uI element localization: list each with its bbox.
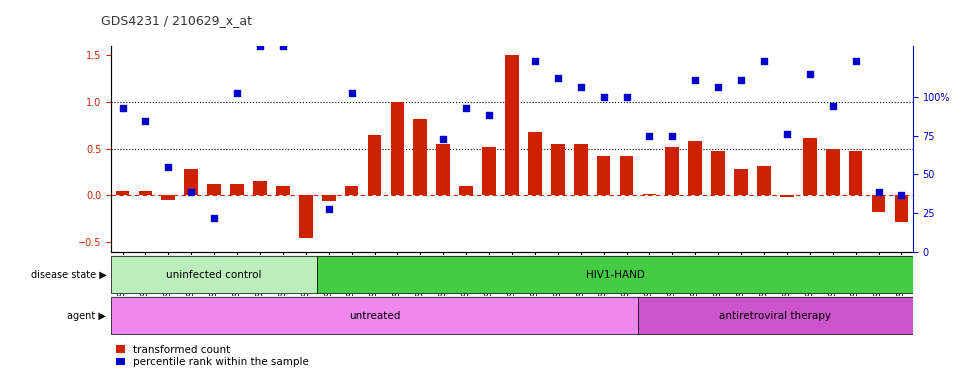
- Bar: [803, 137, 816, 195]
- Bar: [482, 147, 496, 195]
- Legend: transformed count, percentile rank within the sample: transformed count, percentile rank withi…: [116, 345, 309, 367]
- Bar: [459, 186, 473, 195]
- Bar: [551, 144, 565, 195]
- Bar: [638, 297, 913, 334]
- Point: [298, 336, 314, 343]
- Point: [344, 90, 359, 96]
- Bar: [666, 147, 679, 195]
- Point: [802, 71, 817, 77]
- Point: [252, 43, 268, 49]
- Point: [825, 103, 840, 109]
- Bar: [230, 184, 244, 195]
- Point: [275, 43, 291, 49]
- Bar: [689, 141, 702, 195]
- Point: [160, 164, 176, 170]
- Point: [138, 118, 154, 124]
- Point: [115, 104, 130, 111]
- Text: agent ▶: agent ▶: [68, 311, 106, 321]
- Text: disease state ▶: disease state ▶: [31, 270, 106, 280]
- Text: HIV1-HAND: HIV1-HAND: [585, 270, 644, 280]
- Point: [619, 93, 635, 99]
- Text: antiretroviral therapy: antiretroviral therapy: [720, 311, 832, 321]
- Bar: [116, 191, 129, 195]
- Bar: [345, 186, 358, 195]
- Bar: [505, 55, 519, 195]
- Point: [207, 215, 222, 221]
- Bar: [322, 195, 335, 201]
- Point: [665, 132, 680, 139]
- Bar: [871, 195, 886, 212]
- Bar: [642, 194, 656, 195]
- Point: [756, 58, 772, 64]
- Bar: [826, 149, 839, 195]
- Point: [641, 132, 657, 139]
- Point: [527, 58, 543, 64]
- Bar: [574, 144, 587, 195]
- Bar: [780, 195, 794, 197]
- Bar: [437, 144, 450, 195]
- Bar: [185, 169, 198, 195]
- Bar: [208, 184, 221, 195]
- Bar: [111, 297, 638, 334]
- Point: [733, 77, 749, 83]
- Bar: [111, 256, 317, 293]
- Point: [848, 58, 864, 64]
- Point: [321, 205, 336, 212]
- Bar: [390, 102, 405, 195]
- Text: GDS4231 / 210629_x_at: GDS4231 / 210629_x_at: [101, 14, 252, 27]
- Bar: [317, 256, 913, 293]
- Bar: [138, 191, 153, 195]
- Bar: [597, 156, 611, 195]
- Bar: [161, 195, 175, 200]
- Text: untreated: untreated: [349, 311, 400, 321]
- Point: [550, 75, 565, 81]
- Point: [870, 189, 886, 195]
- Bar: [757, 166, 771, 195]
- Point: [710, 84, 725, 90]
- Point: [184, 189, 199, 195]
- Bar: [368, 135, 382, 195]
- Bar: [528, 132, 542, 195]
- Point: [894, 192, 909, 199]
- Point: [481, 112, 497, 118]
- Bar: [895, 195, 908, 222]
- Bar: [413, 119, 427, 195]
- Bar: [253, 182, 267, 195]
- Bar: [276, 186, 290, 195]
- Bar: [711, 151, 725, 195]
- Point: [596, 93, 611, 99]
- Bar: [619, 156, 634, 195]
- Point: [459, 104, 474, 111]
- Point: [229, 90, 244, 96]
- Point: [573, 84, 588, 90]
- Point: [688, 77, 703, 83]
- Bar: [734, 169, 748, 195]
- Bar: [298, 195, 313, 238]
- Text: uninfected control: uninfected control: [166, 270, 262, 280]
- Bar: [849, 151, 863, 195]
- Point: [780, 131, 795, 137]
- Point: [436, 136, 451, 142]
